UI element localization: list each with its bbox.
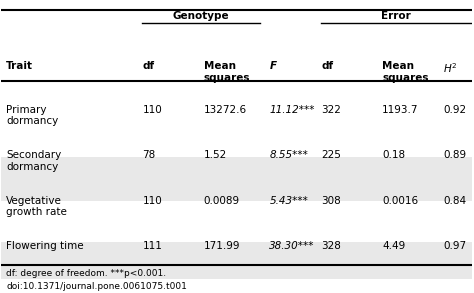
Text: Vegetative
growth rate: Vegetative growth rate (6, 195, 67, 217)
Text: doi:10.1371/journal.pone.0061075.t001: doi:10.1371/journal.pone.0061075.t001 (6, 282, 187, 291)
Text: 111: 111 (142, 241, 162, 251)
FancyBboxPatch shape (1, 203, 472, 247)
Text: 0.89: 0.89 (443, 150, 466, 160)
FancyBboxPatch shape (1, 242, 472, 279)
Text: 110: 110 (142, 195, 162, 206)
Text: 110: 110 (142, 105, 162, 115)
Text: 1193.7: 1193.7 (382, 105, 419, 115)
Text: 13272.6: 13272.6 (203, 105, 246, 115)
Text: 328: 328 (321, 241, 341, 251)
Text: Mean
squares: Mean squares (203, 61, 250, 83)
Text: 11.12***: 11.12*** (269, 105, 315, 115)
Text: 0.18: 0.18 (382, 150, 405, 160)
Text: 0.84: 0.84 (443, 195, 466, 206)
Text: 78: 78 (142, 150, 155, 160)
Text: Secondary
dormancy: Secondary dormancy (6, 150, 61, 172)
Text: 8.55***: 8.55*** (269, 150, 308, 160)
Text: Trait: Trait (6, 61, 33, 71)
FancyBboxPatch shape (1, 112, 472, 156)
Text: 0.97: 0.97 (443, 241, 466, 251)
Text: 0.0089: 0.0089 (203, 195, 240, 206)
Text: F: F (269, 61, 276, 71)
Text: 0.92: 0.92 (443, 105, 466, 115)
Text: 171.99: 171.99 (203, 241, 240, 251)
FancyBboxPatch shape (1, 157, 472, 201)
Text: 5.43***: 5.43*** (269, 195, 308, 206)
Text: df: degree of freedom. ***p<0.001.: df: degree of freedom. ***p<0.001. (6, 269, 166, 278)
Text: Primary
dormancy: Primary dormancy (6, 105, 58, 127)
Text: Flowering time: Flowering time (6, 241, 84, 251)
Text: $H^2$: $H^2$ (443, 61, 458, 75)
Text: 0.0016: 0.0016 (382, 195, 419, 206)
Text: 38.30***: 38.30*** (269, 241, 315, 251)
FancyBboxPatch shape (1, 1, 472, 61)
Text: 225: 225 (321, 150, 341, 160)
Text: 1.52: 1.52 (203, 150, 227, 160)
Text: 308: 308 (321, 195, 341, 206)
Text: Mean
squares: Mean squares (382, 61, 428, 83)
Text: df: df (142, 61, 155, 71)
Text: df: df (321, 61, 333, 71)
Text: 322: 322 (321, 105, 341, 115)
Text: 4.49: 4.49 (382, 241, 405, 251)
Text: Genotype: Genotype (173, 11, 229, 21)
Text: Error: Error (382, 11, 411, 21)
